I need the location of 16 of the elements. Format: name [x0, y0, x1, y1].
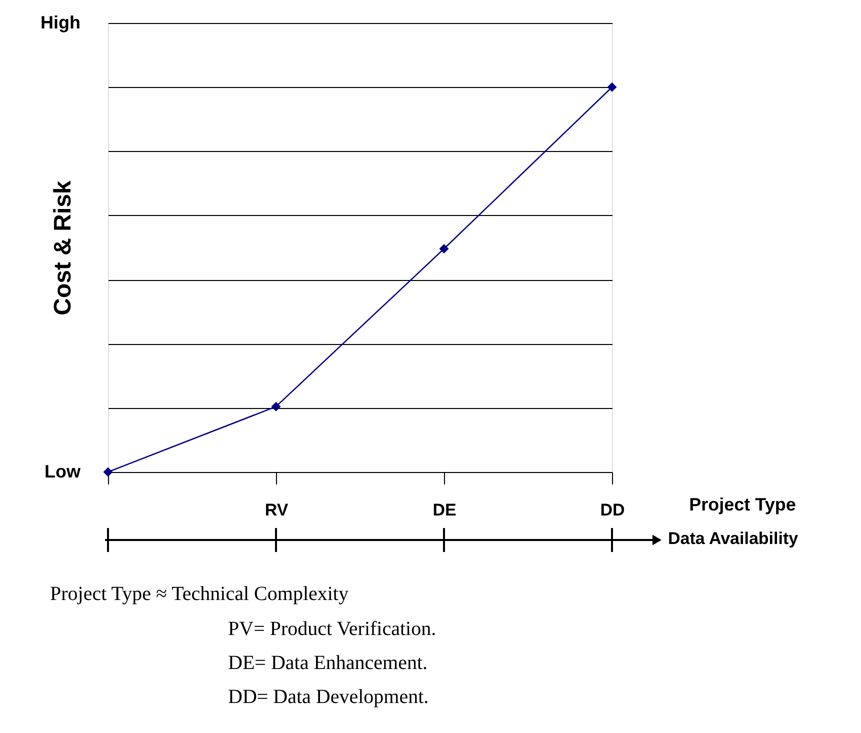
point [439, 244, 449, 254]
text: Low [44, 462, 82, 482]
text: DD= Data Development. [228, 686, 429, 708]
point [271, 402, 281, 412]
text: DE= Data Enhancement. [228, 652, 428, 674]
text: High [40, 12, 80, 32]
text: Data Availability [668, 529, 799, 548]
text: Project Type ≈ Technical Complexity [50, 583, 348, 605]
point [103, 467, 113, 477]
y-axis-title: Cost & Risk [50, 180, 76, 316]
point [607, 82, 617, 92]
text: PV= Product Verification. [228, 618, 436, 640]
x-axis-title: Project Type [689, 494, 796, 514]
x-tick-label: DD [600, 500, 625, 520]
x-tick-label: DE [432, 500, 456, 520]
x-tick-label: RV [264, 500, 289, 520]
